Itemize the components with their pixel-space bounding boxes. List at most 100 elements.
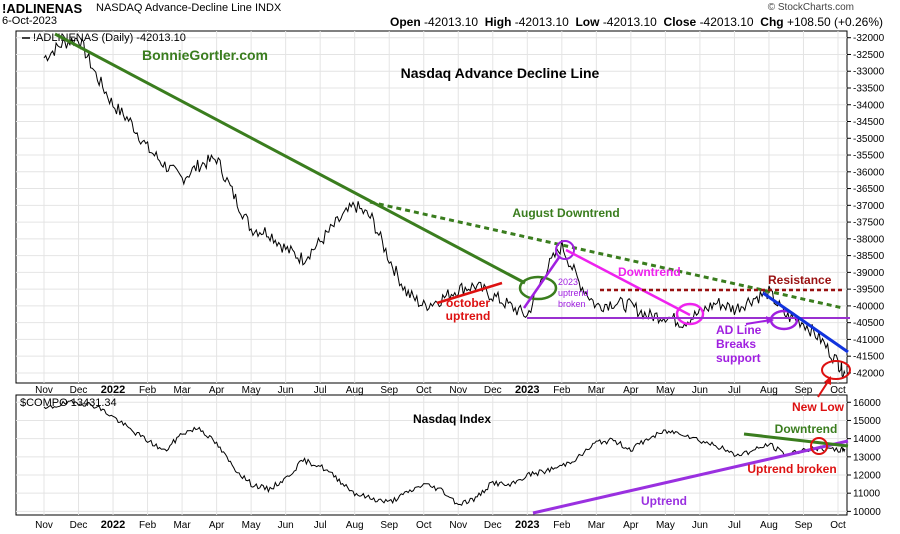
bottom-ytick-label-3: 13000: [853, 452, 881, 463]
august-downtrend-label: August Downtrend: [512, 206, 619, 220]
top-xtick-label-0: Nov: [35, 385, 53, 396]
symbol-description: NASDAQ Advance-Decline Line INDX: [96, 2, 282, 14]
bottom-ytick-label-6: 16000: [853, 398, 881, 409]
new-low-arrowhead: [824, 376, 831, 385]
bottom-xtick-label-7: Jun: [278, 520, 294, 531]
top-ytick-label-14: -39000: [853, 268, 885, 279]
open-label: Open: [390, 15, 421, 29]
bottom-panel-frame: [15, 394, 848, 516]
top-ytick-label-3: -33500: [853, 83, 885, 94]
top-ytick-label-13: -38500: [853, 251, 885, 262]
bottom-xtick-label-0: Nov: [35, 520, 53, 531]
long-downtrend-line: [54, 32, 526, 285]
top-ytick-label-4: -34000: [853, 100, 885, 111]
bottom-xtick-label-16: Mar: [588, 520, 606, 531]
top-xtick-label-15: Feb: [553, 385, 571, 396]
bottom-ytick-label-0: 10000: [853, 507, 881, 518]
top-ytick-label-6: -35000: [853, 134, 885, 145]
chart-date: 6-Oct-2023: [2, 15, 58, 27]
bottom-xtick-label-15: Feb: [553, 520, 571, 531]
top-ytick-label-7: -35500: [853, 151, 885, 162]
uptrend-2023-label-1: 2023: [558, 277, 578, 287]
bottom-xtick-label-6: May: [242, 520, 261, 531]
downtrend-magenta-line: [565, 248, 691, 317]
october-uptrend-line: [436, 281, 503, 305]
october-uptrend-label-2: uptrend: [446, 309, 491, 323]
top-xtick-label-7: Jun: [278, 385, 294, 396]
top-xtick-label-4: Mar: [173, 385, 191, 396]
blue-downtrend-line: [762, 291, 849, 354]
ad-line-breaks-label-1: AD Line: [716, 323, 762, 337]
support-break-arrowhead: [766, 316, 774, 324]
high-value: -42013.10: [514, 15, 569, 29]
top-xtick-label-12: Nov: [449, 385, 467, 396]
top-xtick-label-9: Aug: [346, 385, 364, 396]
top-xtick-label-8: Jul: [314, 385, 327, 396]
nasdaq-uptrend-label: Uptrend: [641, 494, 687, 508]
top-ytick-label-5: -34500: [853, 117, 885, 128]
close-value: -42013.10: [699, 15, 754, 29]
top-xtick-label-18: May: [656, 385, 675, 396]
peak-circle: [555, 240, 575, 260]
top-panel-title: Nasdaq Advance Decline Line: [401, 65, 600, 81]
october-uptrend-label-1: october: [446, 296, 490, 310]
new-low-label: New Low: [792, 400, 845, 414]
top-xtick-label-17: Apr: [623, 385, 639, 396]
top-xtick-label-6: May: [242, 385, 261, 396]
bottom-xtick-label-12: Nov: [449, 520, 467, 531]
top-xtick-label-11: Oct: [416, 385, 432, 396]
bottom-xtick-label-4: Mar: [173, 520, 191, 531]
ad-line-breaks-label-3: support: [716, 351, 761, 365]
top-ytick-label-16: -40000: [853, 301, 885, 312]
bottom-xtick-label-9: Aug: [346, 520, 364, 531]
top-ytick-label-19: -41500: [853, 352, 885, 363]
top-xtick-label-16: Mar: [588, 385, 606, 396]
bottom-xtick-label-1: Dec: [70, 520, 88, 531]
top-xtick-label-13: Dec: [484, 385, 502, 396]
symbol-title: !ADLINENAS: [2, 1, 83, 16]
nasdaq-series: [43, 399, 846, 506]
top-xtick-label-21: Aug: [760, 385, 778, 396]
top-ytick-label-10: -37000: [853, 201, 885, 212]
top-xtick-label-23: Oct: [830, 385, 846, 396]
bottom-xtick-label-14: 2023: [515, 519, 539, 531]
top-ytick-label-0: -32000: [853, 33, 885, 44]
bottom-xtick-label-8: Jul: [314, 520, 327, 531]
top-xtick-label-3: Feb: [139, 385, 157, 396]
brand-label: BonnieGortler.com: [142, 47, 268, 63]
nasdaq-uptrend-line: [532, 439, 849, 515]
top-xtick-label-14: 2023: [515, 384, 539, 396]
downtrend-label: Downtrend: [618, 265, 681, 279]
breakout-circle: [518, 275, 558, 301]
bottom-ytick-label-5: 15000: [853, 416, 881, 427]
top-ytick-label-18: -41000: [853, 335, 885, 346]
bottom-xtick-label-18: May: [656, 520, 675, 531]
top-xtick-label-1: Dec: [70, 385, 88, 396]
bottom-xtick-label-22: Sep: [795, 520, 813, 531]
low-label: Low: [575, 15, 600, 29]
top-xtick-label-19: Jun: [692, 385, 708, 396]
uptrend-broken-label: Uptrend broken: [747, 462, 836, 476]
bottom-xtick-label-23: Oct: [830, 520, 846, 531]
bottom-xtick-label-10: Sep: [380, 520, 398, 531]
uptrend-2023-line: [522, 255, 562, 309]
uptrend-2023-label-3: broken: [558, 299, 586, 309]
uptrend-2023-label-2: uptrend: [558, 288, 589, 298]
resistance-label: Resistance: [768, 273, 832, 287]
bottom-xtick-label-20: Jul: [728, 520, 741, 531]
top-ytick-label-8: -36000: [853, 167, 885, 178]
nasdaq-downtrend-label: Downtrend: [775, 422, 838, 436]
top-ytick-label-20: -42000: [853, 368, 885, 379]
bottom-xtick-label-17: Apr: [623, 520, 639, 531]
top-ytick-label-2: -33000: [853, 67, 885, 78]
bottom-xtick-label-11: Oct: [416, 520, 432, 531]
bottom-xtick-label-3: Feb: [139, 520, 157, 531]
top-xtick-label-22: Sep: [795, 385, 813, 396]
ohlc-readout: Open -42013.10 High -42013.10 Low -42013…: [390, 15, 883, 29]
bottom-xtick-label-21: Aug: [760, 520, 778, 531]
chg-value: +108.50 (+0.26%): [786, 15, 884, 29]
bottom-xtick-label-2: 2022: [101, 519, 125, 531]
uptrend-broken-circle: [810, 437, 828, 455]
top-ytick-label-11: -37500: [853, 218, 885, 229]
